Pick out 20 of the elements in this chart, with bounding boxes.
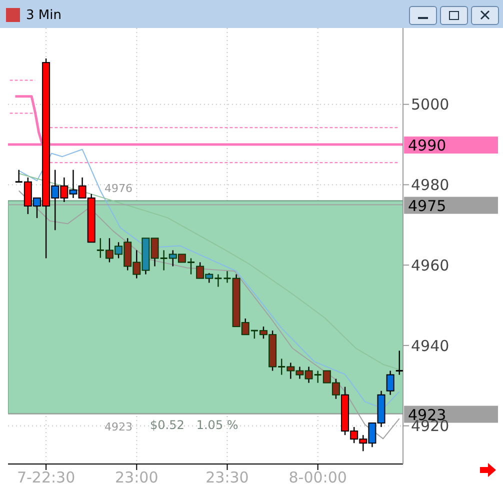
y-tick-label: 4980 <box>411 176 450 194</box>
line-series <box>18 172 400 370</box>
candlestick <box>386 370 394 396</box>
annotation: 4976 <box>104 182 133 195</box>
y-tick-label: 4940 <box>411 336 450 355</box>
x-tick-label: 23:00 <box>115 468 158 487</box>
candlestick <box>222 270 232 284</box>
ref-line-label: 4975 <box>408 196 446 215</box>
candlestick <box>395 350 403 376</box>
annotation: $0.52 <box>150 418 184 432</box>
annotation: 4923 <box>104 420 133 434</box>
x-tick-label: 23:30 <box>206 468 249 487</box>
x-tick-label: 8-00:00 <box>288 468 347 487</box>
ref-line-label: 4990 <box>408 136 446 155</box>
x-tick-label: 7-22:30 <box>16 468 76 487</box>
y-tick-label: 5000 <box>411 96 450 114</box>
y-tick-label: 4960 <box>411 256 450 274</box>
chart-title: 3 Min <box>26 8 62 22</box>
annotation: 1.05 % <box>196 418 238 432</box>
line-series <box>18 148 400 410</box>
